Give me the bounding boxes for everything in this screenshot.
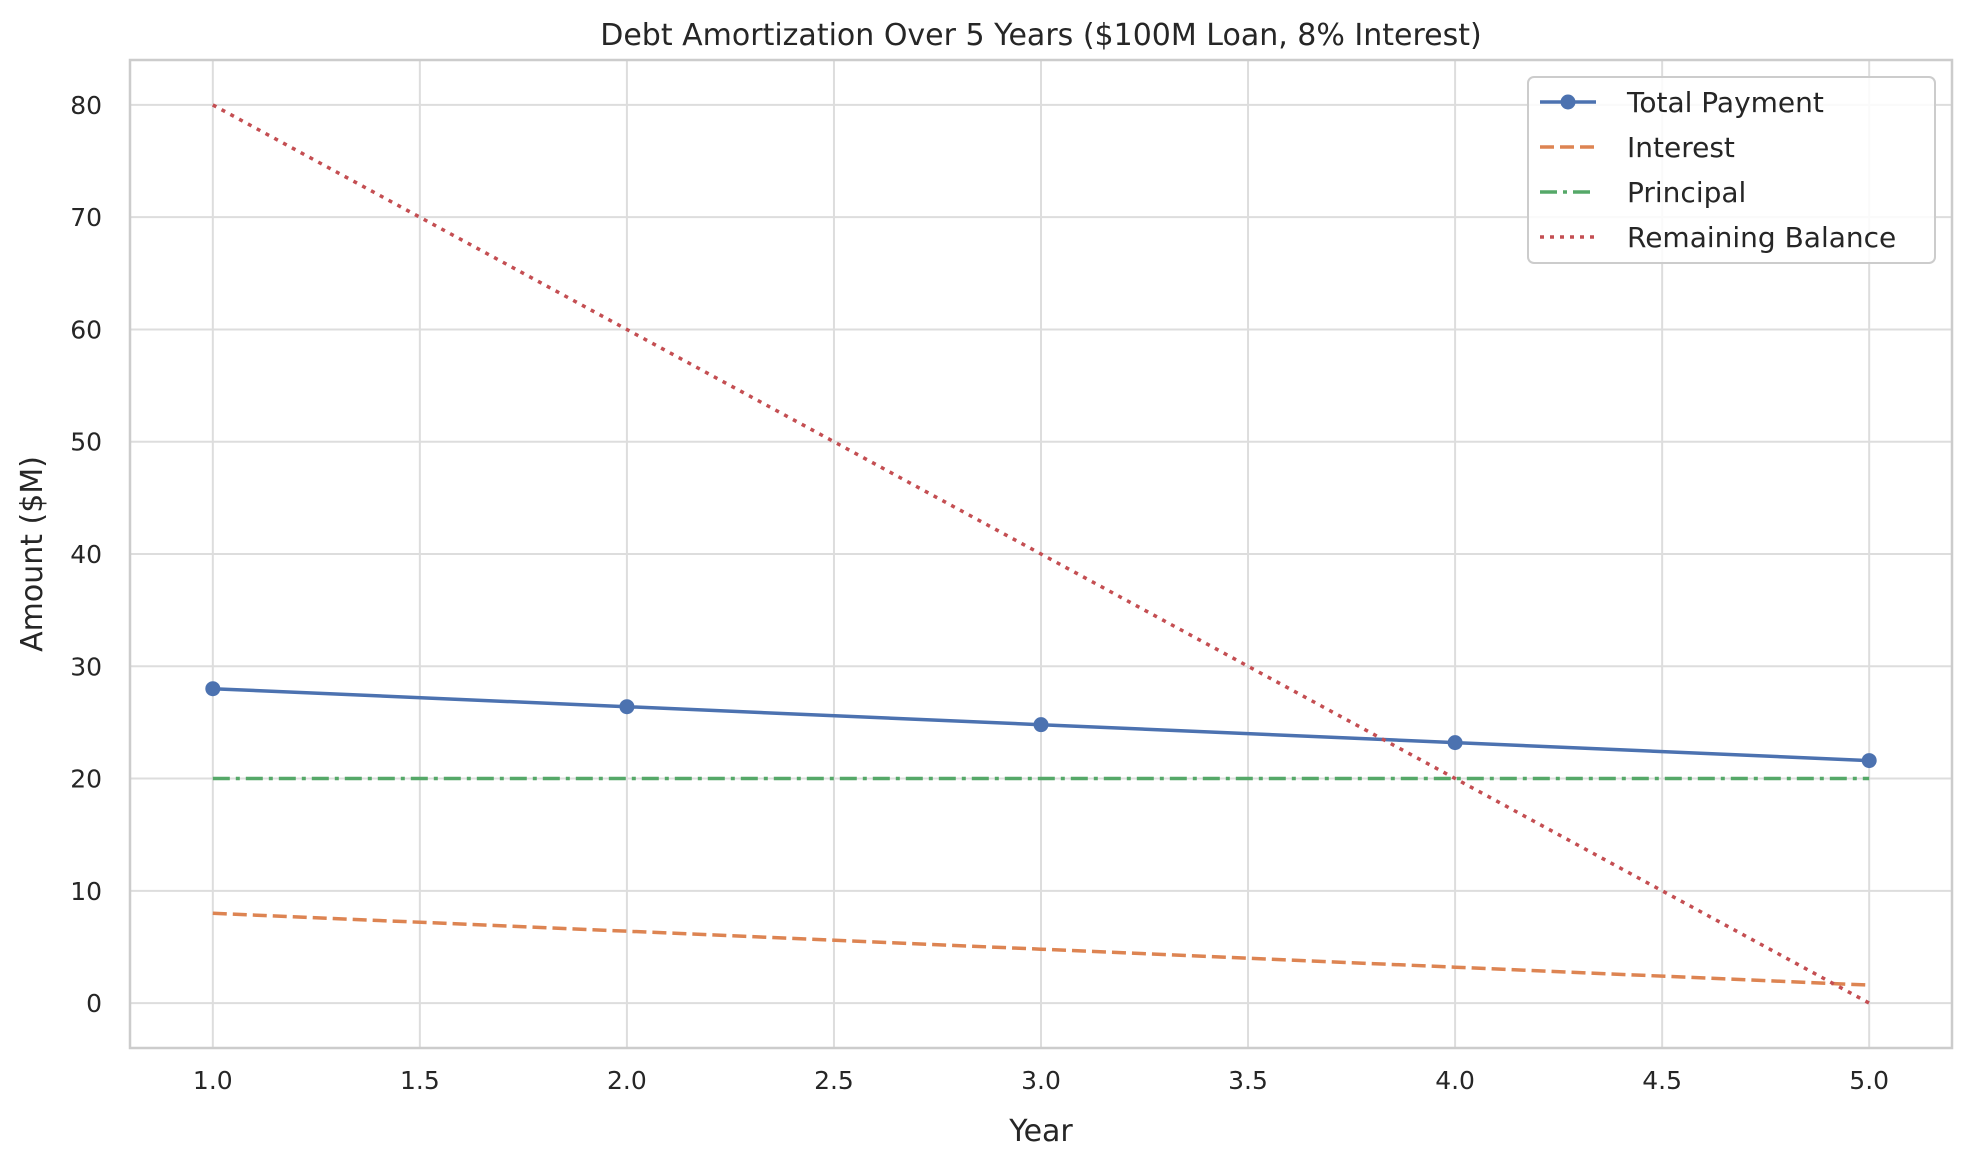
- x-tick-label: 4.5: [1642, 1066, 1682, 1095]
- data-point-total-payment: [1861, 753, 1877, 769]
- plot-frame: [128, 58, 1954, 1050]
- series-layer: [205, 103, 1877, 1005]
- data-point-total-payment: [205, 681, 221, 697]
- legend-label-interest: Interest: [1627, 131, 1735, 164]
- x-tick-label: 3.0: [1021, 1066, 1061, 1095]
- x-tick-label: 4.0: [1435, 1066, 1475, 1095]
- legend-label-remaining-balance: Remaining Balance: [1627, 221, 1896, 254]
- data-point-total-payment: [1033, 717, 1049, 733]
- x-tick-label: 3.5: [1228, 1066, 1268, 1095]
- x-tick-label: 1.5: [400, 1066, 440, 1095]
- chart-title: Debt Amortization Over 5 Years ($100M Lo…: [600, 18, 1481, 53]
- y-tick-label: 50: [70, 428, 102, 457]
- y-tick-label: 80: [70, 91, 102, 120]
- y-tick-label: 40: [70, 540, 102, 569]
- y-tick-label: 0: [86, 989, 102, 1018]
- x-axis-label: Year: [1008, 1114, 1073, 1149]
- x-tick-label: 2.0: [607, 1066, 647, 1095]
- x-tick-label: 2.5: [814, 1066, 854, 1095]
- series-line-remaining-balance: [211, 103, 1871, 1005]
- legend-label-principal: Principal: [1627, 176, 1746, 209]
- ticks: 1.0 1.5 2.0 2.5 3.0 3.5 4.0 4.5 5.0 0 10 20 30 40 50 60…: [70, 91, 1889, 1095]
- data-point-total-payment: [1447, 735, 1463, 751]
- y-tick-label: 20: [70, 765, 102, 794]
- x-tick-label: 5.0: [1849, 1066, 1889, 1095]
- y-tick-label: 30: [70, 652, 102, 681]
- y-tick-label: 70: [70, 203, 102, 232]
- legend: Total Payment Interest Principal Remaining …: [1527, 76, 1936, 264]
- legend-box: [1527, 76, 1936, 264]
- series-line-interest: [212, 911, 1870, 987]
- y-tick-label: 10: [70, 877, 102, 906]
- legend-label-total-payment: Total Payment: [1626, 86, 1824, 119]
- y-axis-label: Amount ($M): [15, 456, 50, 652]
- legend-marker-total-payment: [1560, 94, 1576, 110]
- data-point-total-payment: [619, 699, 635, 715]
- x-tick-label: 1.0: [193, 1066, 233, 1095]
- y-tick-label: 60: [70, 315, 102, 344]
